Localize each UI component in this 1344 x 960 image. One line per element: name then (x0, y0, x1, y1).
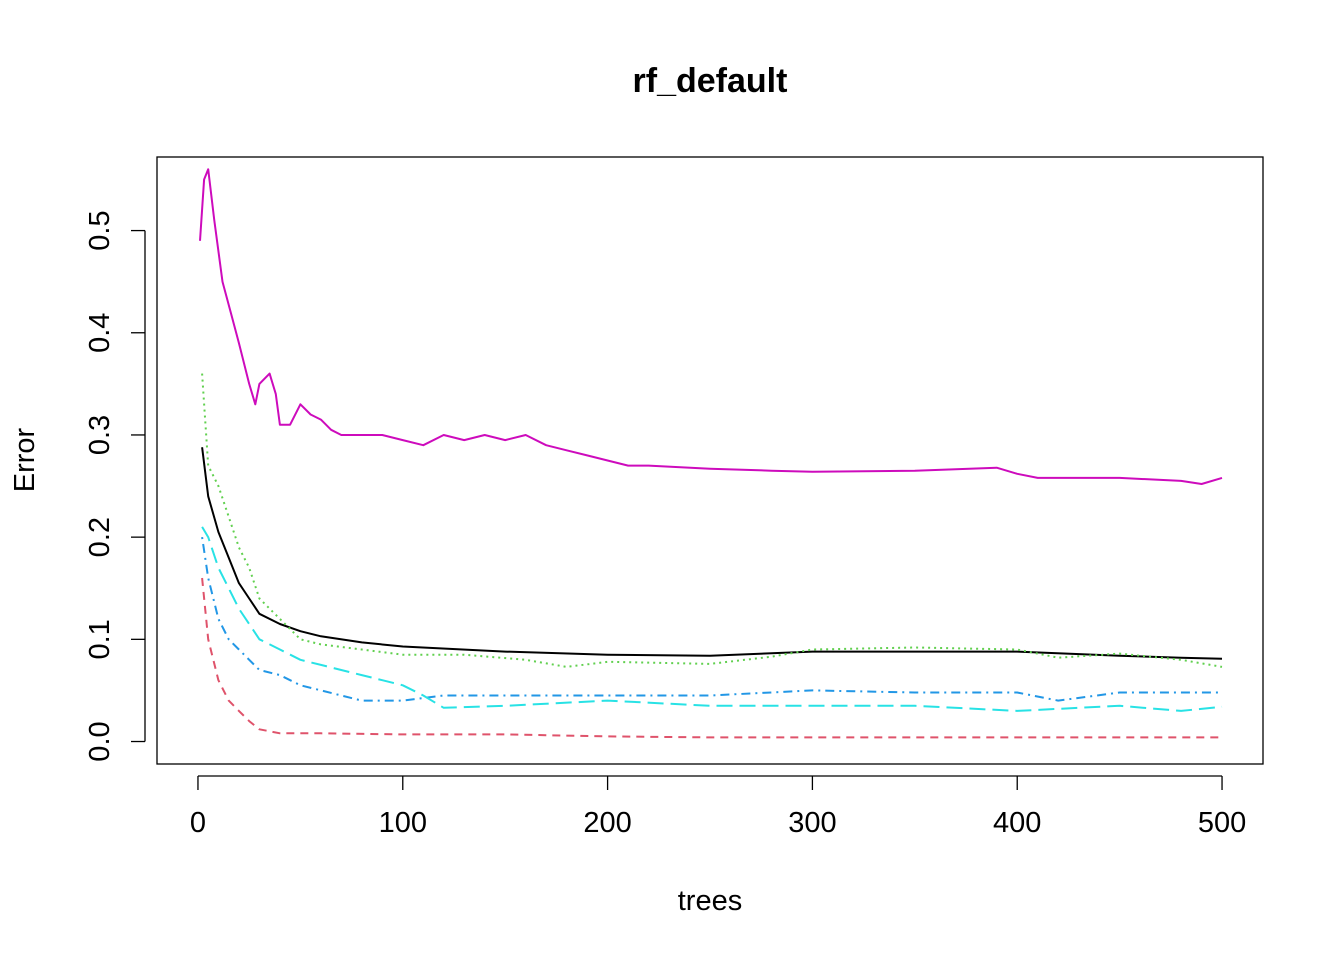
series-line-6 (199, 168, 1223, 485)
x-tick-label: 300 (788, 807, 836, 839)
y-tick-label: 0.4 (84, 313, 116, 353)
y-tick-label: 0.3 (84, 415, 116, 455)
series-group (199, 168, 1223, 739)
x-tick-label: 200 (583, 807, 631, 839)
y-tick-label: 0.5 (84, 210, 116, 250)
chart-title: rf_default (633, 62, 788, 100)
series-line-2 (201, 577, 1222, 739)
y-axis-label: Error (9, 427, 41, 492)
series-line-1 (201, 447, 1223, 660)
y-tick-label: 0.2 (84, 517, 116, 557)
y-tick-label: 0.0 (84, 721, 116, 761)
y-tick-label: 0.1 (84, 619, 116, 659)
plot-frame (156, 156, 1264, 765)
x-tick-label: 500 (1198, 807, 1246, 839)
x-tick-label: 0 (190, 807, 206, 839)
x-tick-label: 100 (379, 807, 427, 839)
series-line-4 (201, 536, 1222, 702)
series-line-3 (201, 373, 1223, 668)
x-axis: 0 100 200 300 400 500 (190, 775, 1246, 839)
series-line-5 (201, 526, 1223, 712)
y-axis: 0.0 0.1 0.2 0.3 0.4 0.5 (84, 210, 146, 762)
x-tick-label: 400 (993, 807, 1041, 839)
x-axis-label: trees (678, 885, 742, 917)
